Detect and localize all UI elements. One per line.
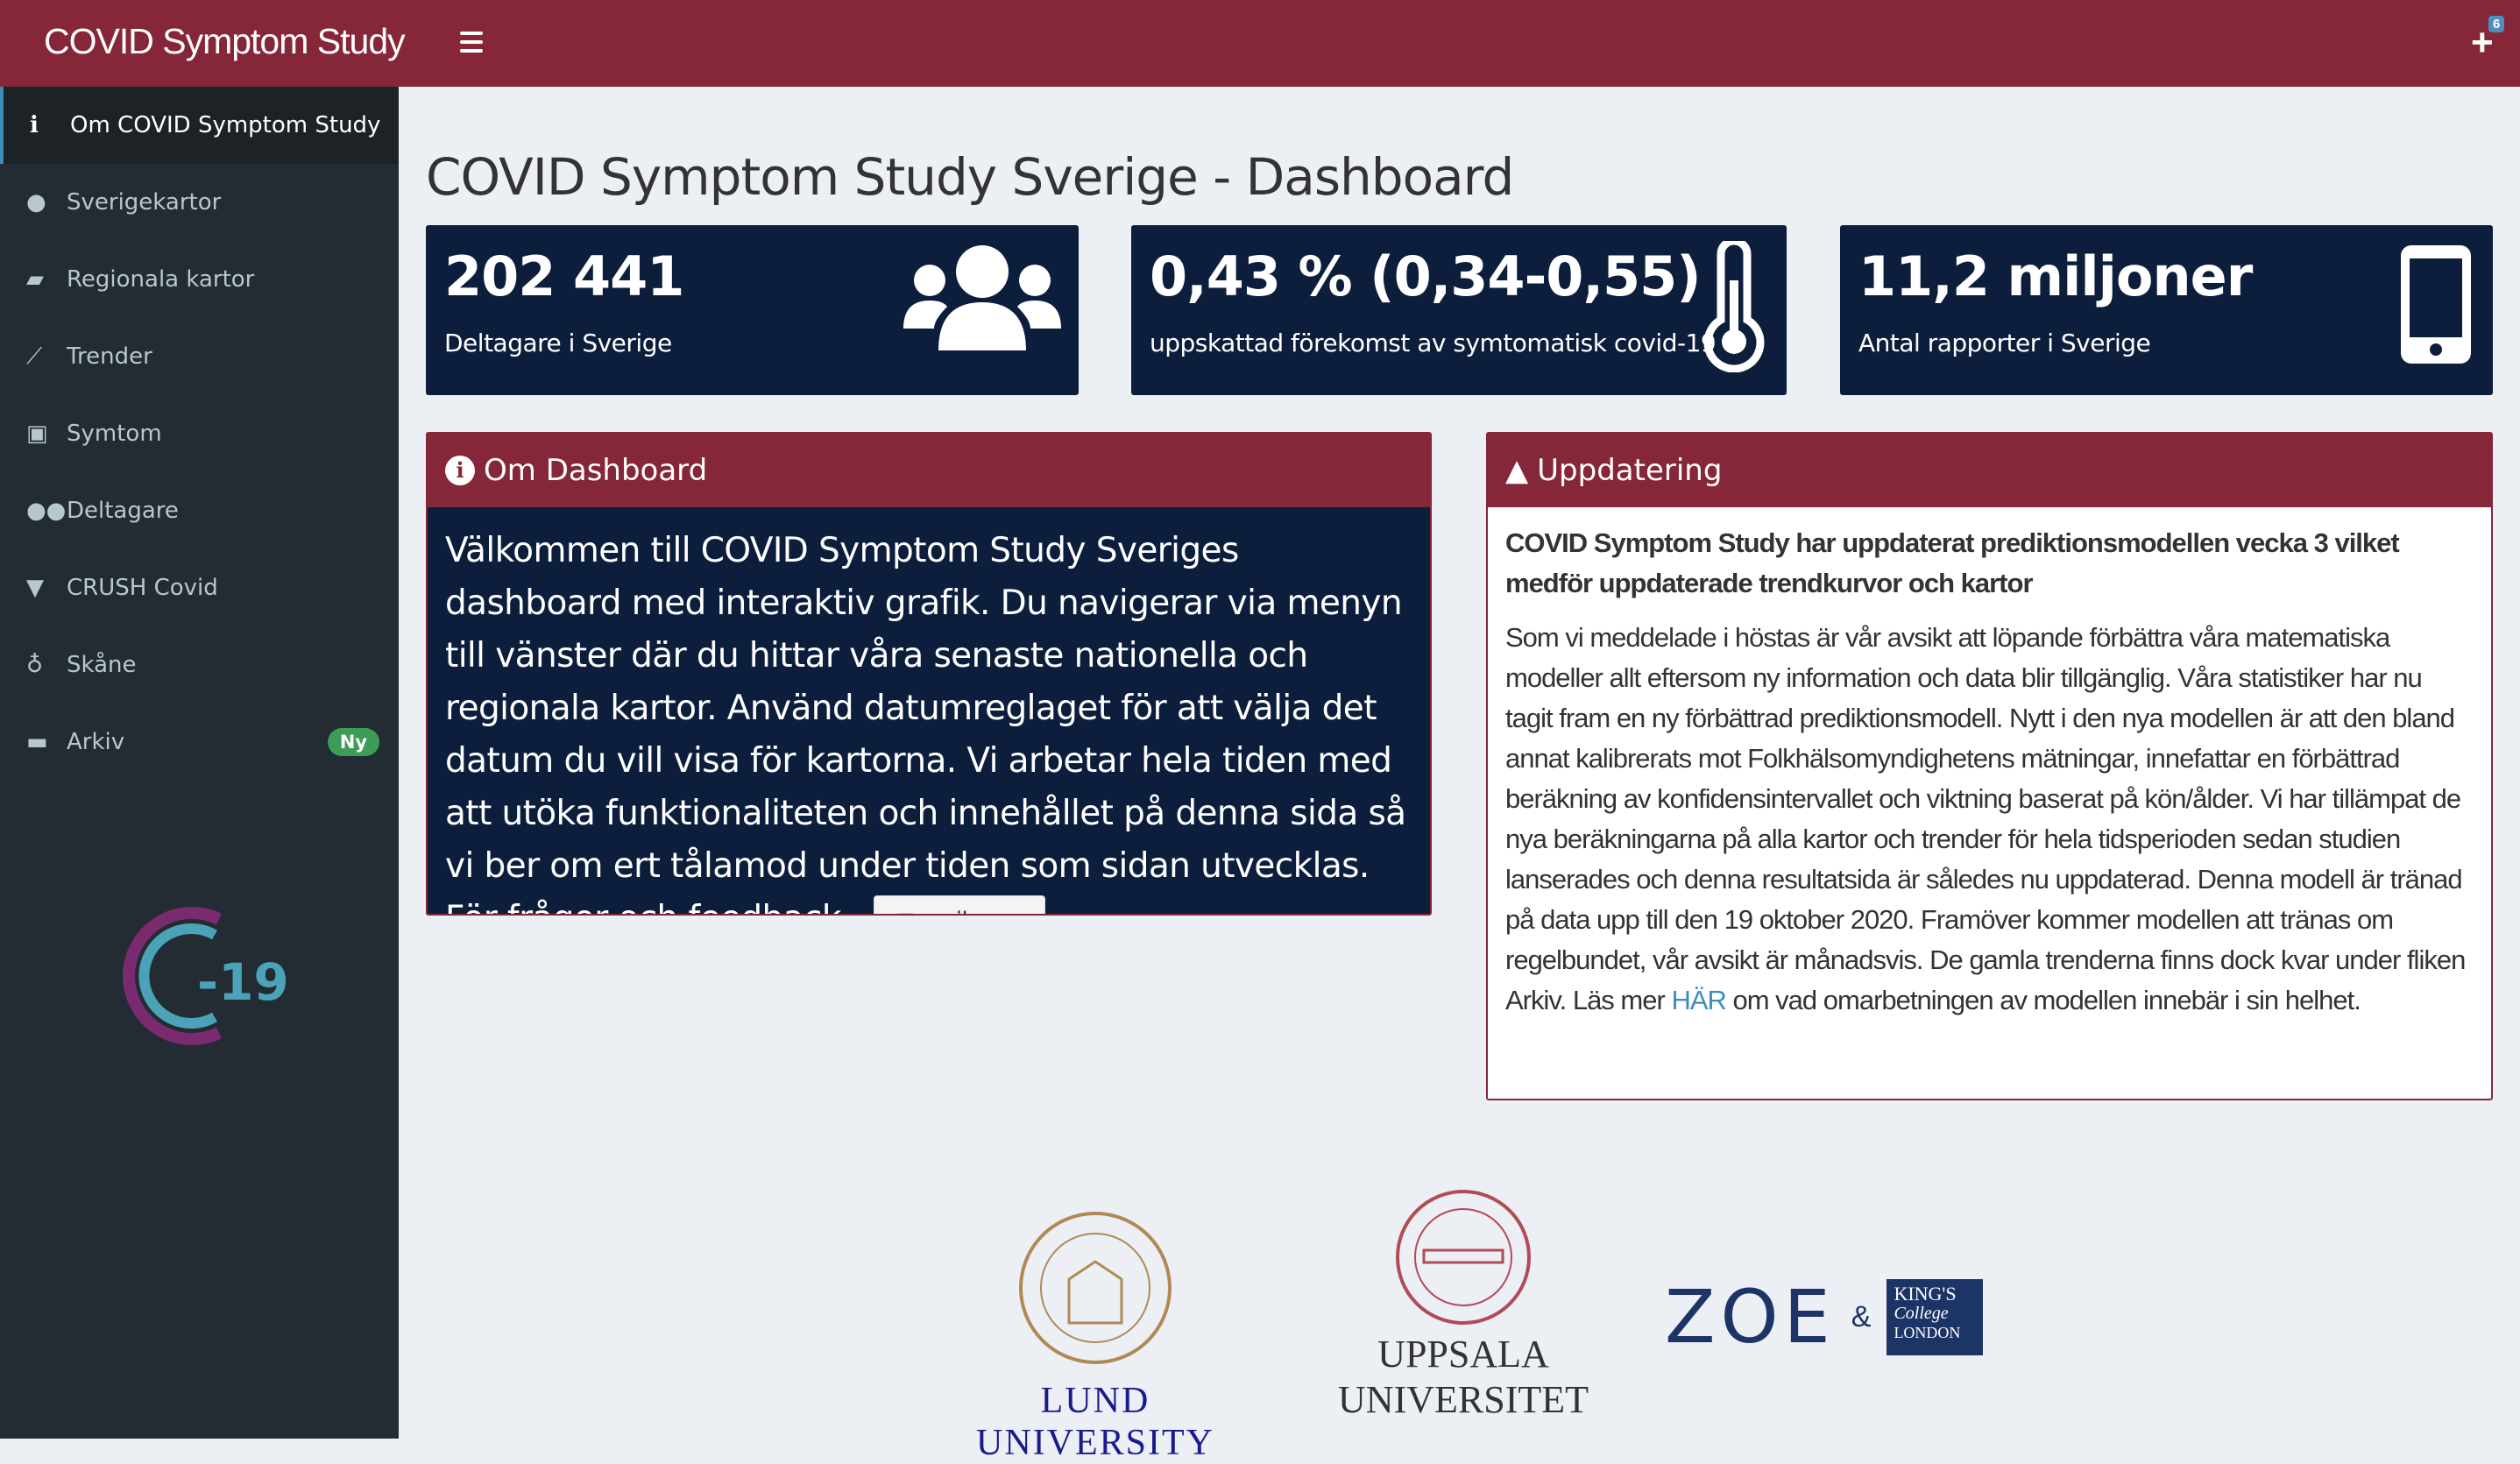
thumbtack-icon: ▼	[26, 575, 44, 601]
archive-icon: ▬	[26, 729, 48, 755]
warning-icon: ▲	[1505, 453, 1529, 488]
map-marker-icon: ●	[26, 189, 46, 216]
sidebar-item-symtom[interactable]: ▣ Symtom	[0, 395, 399, 472]
brand-title[interactable]: COVID Symptom Study	[44, 21, 406, 61]
ampersand: &	[1851, 1299, 1872, 1333]
page-title: COVID Symptom Study Sverige - Dashboard	[426, 147, 1514, 207]
read-more-prefix: Läs mer	[1572, 985, 1672, 1015]
about-text: Välkommen till COVID Symptom Study Sveri…	[445, 531, 1406, 914]
lund-text: LUND UNIVERSITY	[976, 1381, 1214, 1463]
sidebar-item-label: Regionala kartor	[67, 266, 255, 293]
info-circle-icon: i	[445, 456, 475, 485]
value-box-value: 202 441	[444, 244, 684, 308]
kings-text-3: LONDON	[1894, 1323, 1961, 1341]
lund-university-logo: LUND UNIVERSITY	[929, 1209, 1262, 1464]
value-box-label: uppskattad förekomst av symtomatisk covi…	[1150, 329, 1717, 357]
logo-text: -19	[197, 952, 289, 1012]
sidebar-item-sverigekartor[interactable]: ● Sverigekartor	[0, 164, 399, 241]
uppsala-seal	[1396, 1190, 1531, 1325]
thermometer-icon	[1703, 241, 1765, 372]
panel-header: ▲ Uppdatering	[1488, 434, 2491, 507]
hamburger-icon[interactable]	[460, 32, 483, 58]
top-navbar: COVID Symptom Study + 6	[0, 0, 2520, 87]
about-panel: i Om Dashboard Välkommen till COVID Sympt…	[426, 432, 1432, 916]
sidebar-item-label: Skåne	[67, 652, 137, 678]
sidebar-item-label: Deltagare	[67, 498, 179, 524]
value-box-label: Antal rapporter i Sverige	[1858, 329, 2151, 357]
panel-title: Uppdatering	[1537, 453, 1723, 488]
update-panel: ▲ Uppdatering COVID Symptom Study har upp…	[1486, 432, 2493, 1100]
sidebar-item-trender[interactable]: ⟋ Trender	[0, 318, 399, 395]
medkit-icon: ▣	[26, 421, 48, 447]
panel-body: Välkommen till COVID Symptom Study Sveri…	[428, 507, 1430, 915]
users-icon	[903, 245, 1061, 350]
value-box-label: Deltagare i Sverige	[444, 329, 672, 357]
mail-button[interactable]: ✉ mejla oss	[873, 895, 1046, 915]
sidebar-item-label: Trender	[67, 343, 152, 370]
value-box-reports: 11,2 miljoner Antal rapporter i Sverige	[1840, 225, 2493, 395]
users-icon: ●●	[26, 498, 67, 524]
sidebar: i Om COVID Symptom Study ● Sverigekartor ▰…	[0, 87, 399, 1439]
update-heading: COVID Symptom Study har uppdaterat predi…	[1505, 527, 2400, 598]
sidebar-item-label: Om COVID Symptom Study	[70, 112, 381, 138]
value-box-value: 11,2 miljoner	[1858, 244, 2253, 308]
line-chart-icon: ⟋	[26, 343, 43, 370]
lund-seal	[1019, 1212, 1172, 1364]
kings-college-logo: KING'S College LONDON	[1886, 1278, 1984, 1355]
sidebar-item-deltagare[interactable]: ●● Deltagare	[0, 472, 399, 549]
read-more-suffix: om vad omarbetningen av modellen innebär…	[1725, 985, 2361, 1015]
plus-icon[interactable]: +	[2471, 21, 2494, 64]
panel-title: Om Dashboard	[484, 453, 708, 488]
sidebar-item-label: Symtom	[67, 421, 162, 447]
sidebar-item-label: CRUSH Covid	[67, 575, 218, 601]
update-body: Som vi meddelade i höstas är vår avsikt …	[1505, 622, 2466, 1015]
update-text: Som vi meddelade i höstas är vår avsikt …	[1505, 618, 2474, 1021]
mail-button-label: mejla oss	[921, 908, 1024, 915]
sidebar-item-crush-covid[interactable]: ▼ CRUSH Covid	[0, 549, 399, 626]
mobile-icon	[2401, 245, 2471, 364]
zoe-text: ZOE	[1665, 1274, 1836, 1360]
map-icon: ▰	[26, 266, 44, 293]
sidebar-item-label: Arkiv	[67, 729, 125, 755]
panel-header: i Om Dashboard	[428, 434, 1430, 507]
notification-badge: 6	[2488, 16, 2505, 32]
info-icon: i	[30, 112, 39, 138]
envelope-icon: ✉	[895, 908, 921, 915]
value-box-prevalence: 0,43 % (0,34-0,55) uppskattad förekomst …	[1131, 225, 1787, 395]
sidebar-item-om[interactable]: i Om COVID Symptom Study	[0, 87, 399, 164]
sidebar-item-arkiv[interactable]: ▬ Arkiv Ny	[0, 704, 399, 781]
new-badge: Ny	[327, 728, 379, 756]
uppsala-text-2: UNIVERSITET	[1338, 1378, 1589, 1421]
uppsala-text-1: UPPSALA	[1377, 1333, 1549, 1376]
sidebar-item-skane[interactable]: ♁ Skåne	[0, 626, 399, 704]
sidebar-item-label: Sverigekartor	[67, 189, 222, 216]
c19-logo: -19	[123, 907, 289, 1045]
zoe-kings-logo: ZOE & KING'S College LONDON	[1665, 1274, 1984, 1360]
value-box-participants: 202 441 Deltagare i Sverige	[426, 225, 1079, 395]
sidebar-item-regionala-kartor[interactable]: ▰ Regionala kartor	[0, 241, 399, 318]
read-more-link[interactable]: HÄR	[1671, 985, 1726, 1015]
map-pin-icon: ♁	[26, 652, 44, 678]
kings-text-2: College	[1894, 1303, 1949, 1323]
value-box-value: 0,43 % (0,34-0,55)	[1150, 244, 1702, 308]
uppsala-university-logo: UPPSALA UNIVERSITET	[1332, 1187, 1595, 1423]
panel-body: COVID Symptom Study har uppdaterat predi…	[1488, 507, 2491, 1099]
kings-text-1: KING'S	[1894, 1282, 1957, 1305]
